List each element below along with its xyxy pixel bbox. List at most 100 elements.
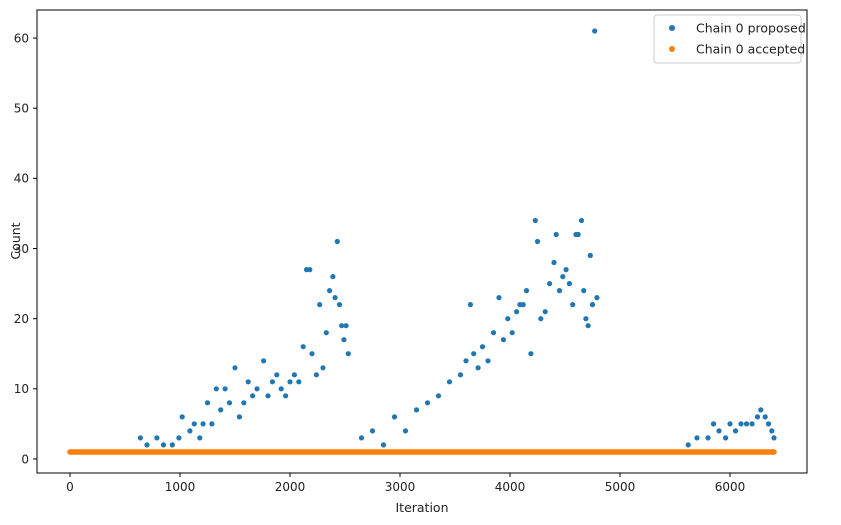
proposed-point-77: [538, 316, 544, 322]
y-tick-label-5: 50: [14, 102, 29, 116]
proposed-point-107: [749, 421, 755, 427]
proposed-point-30: [291, 372, 297, 378]
proposed-point-18: [236, 414, 242, 420]
proposed-point-51: [380, 442, 387, 448]
proposed-point-48: [345, 351, 351, 357]
proposed-point-40: [327, 288, 333, 294]
proposed-point-19: [241, 400, 247, 406]
proposed-point-86: [570, 302, 576, 308]
proposed-point-105: [738, 421, 744, 427]
proposed-point-99: [705, 435, 711, 441]
series-proposed: [137, 28, 777, 448]
proposed-point-47: [343, 323, 349, 329]
proposed-point-102: [723, 435, 729, 441]
proposed-point-10: [200, 421, 206, 427]
proposed-point-104: [732, 428, 739, 434]
proposed-point-93: [587, 252, 593, 259]
proposed-point-54: [413, 407, 420, 413]
proposed-point-79: [547, 281, 553, 287]
proposed-point-80: [551, 259, 557, 266]
proposed-point-6: [179, 414, 185, 420]
proposed-point-74: [528, 351, 534, 357]
proposed-point-58: [457, 372, 464, 378]
proposed-point-15: [222, 386, 228, 392]
proposed-point-22: [254, 386, 260, 392]
proposed-point-73: [523, 288, 530, 294]
proposed-point-72: [520, 302, 526, 308]
proposed-point-20: [245, 379, 251, 385]
proposed-point-8: [191, 421, 197, 427]
x-tick-label-0: 0: [66, 480, 74, 494]
x-axis-label: Iteration: [395, 500, 448, 515]
proposed-point-4: [169, 442, 175, 448]
proposed-point-109: [758, 407, 764, 413]
y-tick-label-2: 20: [14, 312, 29, 326]
proposed-point-56: [435, 393, 442, 399]
proposed-point-34: [307, 267, 313, 273]
proposed-point-100: [710, 421, 717, 427]
proposed-point-70: [514, 309, 520, 315]
x-tick-label-6: 6000: [715, 480, 746, 494]
proposed-point-29: [287, 379, 293, 385]
proposed-point-37: [317, 302, 323, 308]
proposed-point-41: [330, 274, 336, 280]
proposed-point-52: [391, 414, 398, 420]
proposed-point-5: [176, 435, 182, 441]
proposed-point-45: [339, 323, 345, 329]
proposed-point-32: [300, 344, 306, 350]
legend-label-proposed: Chain 0 proposed: [696, 21, 806, 36]
proposed-point-38: [320, 365, 326, 371]
proposed-point-89: [578, 217, 585, 224]
proposed-point-94: [589, 302, 596, 308]
proposed-point-62: [475, 365, 481, 371]
proposed-point-35: [309, 351, 315, 357]
y-tick-label-1: 10: [14, 382, 29, 396]
proposed-point-11: [204, 400, 211, 406]
proposed-point-49: [358, 435, 365, 441]
proposed-point-96: [594, 295, 600, 301]
proposed-point-65: [490, 330, 497, 336]
proposed-point-92: [585, 323, 591, 329]
proposed-point-82: [556, 288, 563, 294]
proposed-point-78: [542, 309, 548, 315]
proposed-point-27: [278, 386, 284, 392]
x-tick-label-5: 5000: [605, 480, 636, 494]
legend-marker-proposed: [669, 25, 675, 31]
proposed-point-3: [160, 442, 167, 448]
legend-label-accepted: Chain 0 accepted: [696, 42, 805, 57]
x-tick-label-3: 3000: [385, 480, 416, 494]
proposed-point-21: [250, 393, 256, 399]
x-tick-label-2: 2000: [275, 480, 306, 494]
proposed-point-36: [313, 372, 319, 378]
y-axis: 0 10 20 30 40 50 60: [14, 31, 37, 466]
proposed-point-91: [583, 316, 589, 322]
proposed-point-60: [467, 302, 473, 308]
x-tick-label-4: 4000: [495, 480, 526, 494]
proposed-point-75: [532, 217, 538, 224]
proposed-point-31: [296, 379, 302, 385]
proposed-point-25: [269, 379, 275, 385]
proposed-point-28: [283, 393, 289, 399]
proposed-point-83: [560, 274, 566, 280]
proposed-point-57: [446, 379, 453, 385]
proposed-point-66: [496, 295, 502, 301]
proposed-point-97: [685, 442, 691, 448]
proposed-point-46: [341, 337, 347, 343]
proposed-point-53: [402, 428, 409, 434]
proposed-point-101: [716, 428, 722, 434]
legend-box: [653, 14, 802, 64]
proposed-point-64: [485, 358, 491, 364]
proposed-point-69: [509, 330, 515, 336]
proposed-point-9: [197, 435, 203, 441]
proposed-point-2: [154, 435, 160, 441]
proposed-point-111: [765, 421, 772, 427]
proposed-point-98: [694, 435, 700, 441]
y-tick-label-0: 0: [21, 452, 29, 466]
proposed-point-68: [505, 316, 511, 322]
proposed-point-90: [581, 288, 587, 294]
plot-area-frame: [36, 9, 808, 474]
proposed-point-112: [769, 428, 775, 434]
y-tick-label-4: 40: [14, 172, 29, 186]
proposed-point-17: [232, 365, 238, 371]
